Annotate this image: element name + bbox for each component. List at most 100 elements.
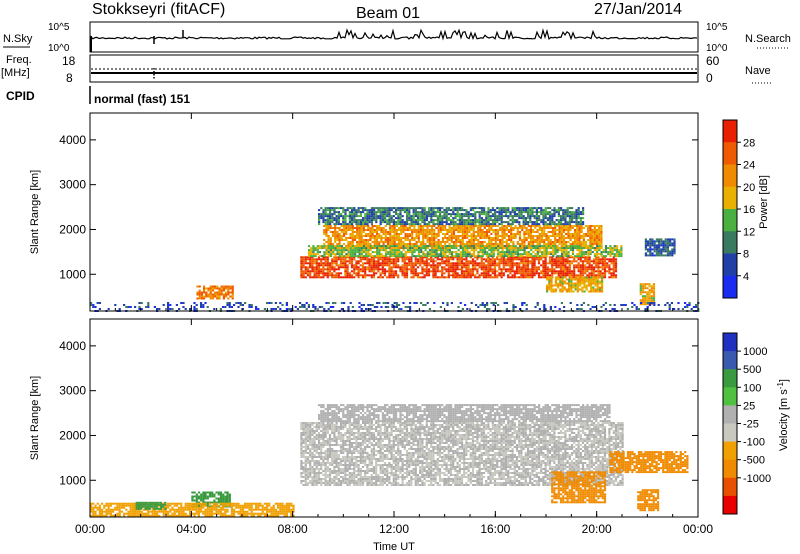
echo-cell [428, 221, 431, 224]
echo-cell [543, 243, 546, 245]
echo-cell [412, 219, 415, 222]
echo-cell [248, 304, 251, 306]
echo-cell [417, 241, 420, 243]
echo-cell [412, 213, 415, 216]
echo-cell [379, 256, 382, 259]
echo-cell [381, 266, 384, 269]
echo-cell [349, 302, 352, 304]
echo-cell [556, 249, 559, 252]
echo-cell [423, 215, 426, 218]
echo-cell [608, 260, 611, 263]
echo-cell [570, 274, 574, 277]
echo-cell [320, 270, 323, 273]
echo-cell [505, 221, 508, 224]
echo-cell [591, 225, 594, 227]
echo-cell [432, 258, 435, 261]
echo-cell [378, 302, 381, 304]
echo-cell [231, 289, 234, 292]
echo-cell [302, 272, 305, 275]
echo-cell [516, 231, 519, 233]
echo-cell [452, 270, 455, 273]
echo-cell [463, 227, 467, 229]
echo-cell [566, 207, 569, 210]
echo-cell [410, 219, 413, 222]
echo-cell [463, 213, 466, 216]
echo-cell [425, 223, 428, 226]
echo-cell [380, 255, 383, 258]
echo-cell [454, 262, 457, 265]
echo-cell [98, 302, 101, 304]
echo-cell [461, 221, 464, 224]
echo-cell [652, 299, 656, 302]
echo-cell [518, 231, 522, 233]
echo-cell [311, 268, 314, 271]
echo-cell [456, 274, 459, 277]
echo-cell [551, 262, 554, 265]
echo-cell [362, 227, 365, 229]
echo-cell [300, 258, 303, 261]
echo-cell [318, 306, 321, 308]
echo-cell [555, 258, 558, 261]
echo-cell [294, 306, 297, 308]
echo-cell [414, 209, 417, 212]
echo-cell [585, 251, 588, 254]
echo-cell [547, 225, 550, 227]
echo-cell [505, 229, 508, 231]
echo-cell [386, 262, 389, 265]
echo-cell [358, 239, 361, 241]
echo-cell [554, 235, 557, 237]
echo-cell [445, 256, 448, 259]
echo-cell [309, 276, 312, 279]
echo-cell [266, 302, 269, 304]
echo-cell [467, 213, 470, 216]
echo-cell [412, 215, 415, 218]
echo-cell [390, 272, 393, 275]
echo-cell [302, 274, 305, 277]
echo-cell [366, 215, 369, 218]
echo-cell [489, 215, 492, 218]
echo-cell [203, 297, 206, 300]
echo-cell [335, 211, 338, 214]
echo-cell [568, 286, 571, 289]
echo-cell [487, 264, 490, 267]
echo-cell [456, 260, 459, 263]
echo-cell [533, 272, 536, 275]
echo-cell [460, 272, 464, 275]
echo-cell [648, 289, 651, 292]
echo-cell [562, 239, 566, 241]
echo-cell [415, 241, 418, 243]
echo-cell [216, 295, 219, 298]
echo-cell [466, 243, 469, 245]
echo-cell [427, 274, 431, 277]
echo-cell [646, 302, 649, 304]
echo-cell [338, 249, 341, 252]
echo-cell [655, 252, 658, 255]
echo-cell [541, 253, 544, 256]
echo-cell [334, 247, 337, 250]
echo-cell [419, 233, 423, 235]
echo-cell [578, 237, 581, 239]
echo-cell [353, 256, 356, 259]
echo-cell [387, 245, 390, 248]
echo-cell [324, 272, 327, 275]
echo-cell [310, 251, 313, 254]
echo-cell [338, 235, 341, 237]
echo-cell [358, 233, 361, 235]
echo-cell [357, 211, 360, 214]
echo-cell [485, 213, 488, 216]
echo-cell [483, 306, 486, 308]
echo-cell [417, 215, 420, 218]
echo-cell [494, 243, 497, 245]
echo-cell [524, 260, 527, 263]
echo-cell [576, 245, 579, 248]
echo-cell [402, 229, 405, 231]
echo-cell [513, 219, 516, 222]
echo-cell [362, 241, 365, 243]
echo-cell [501, 249, 504, 252]
echo-cell [552, 290, 555, 293]
echo-cell [529, 241, 533, 243]
echo-cell [648, 295, 651, 298]
echo-cell [231, 297, 234, 300]
echo-cell [416, 272, 420, 275]
echo-cell [90, 304, 93, 306]
